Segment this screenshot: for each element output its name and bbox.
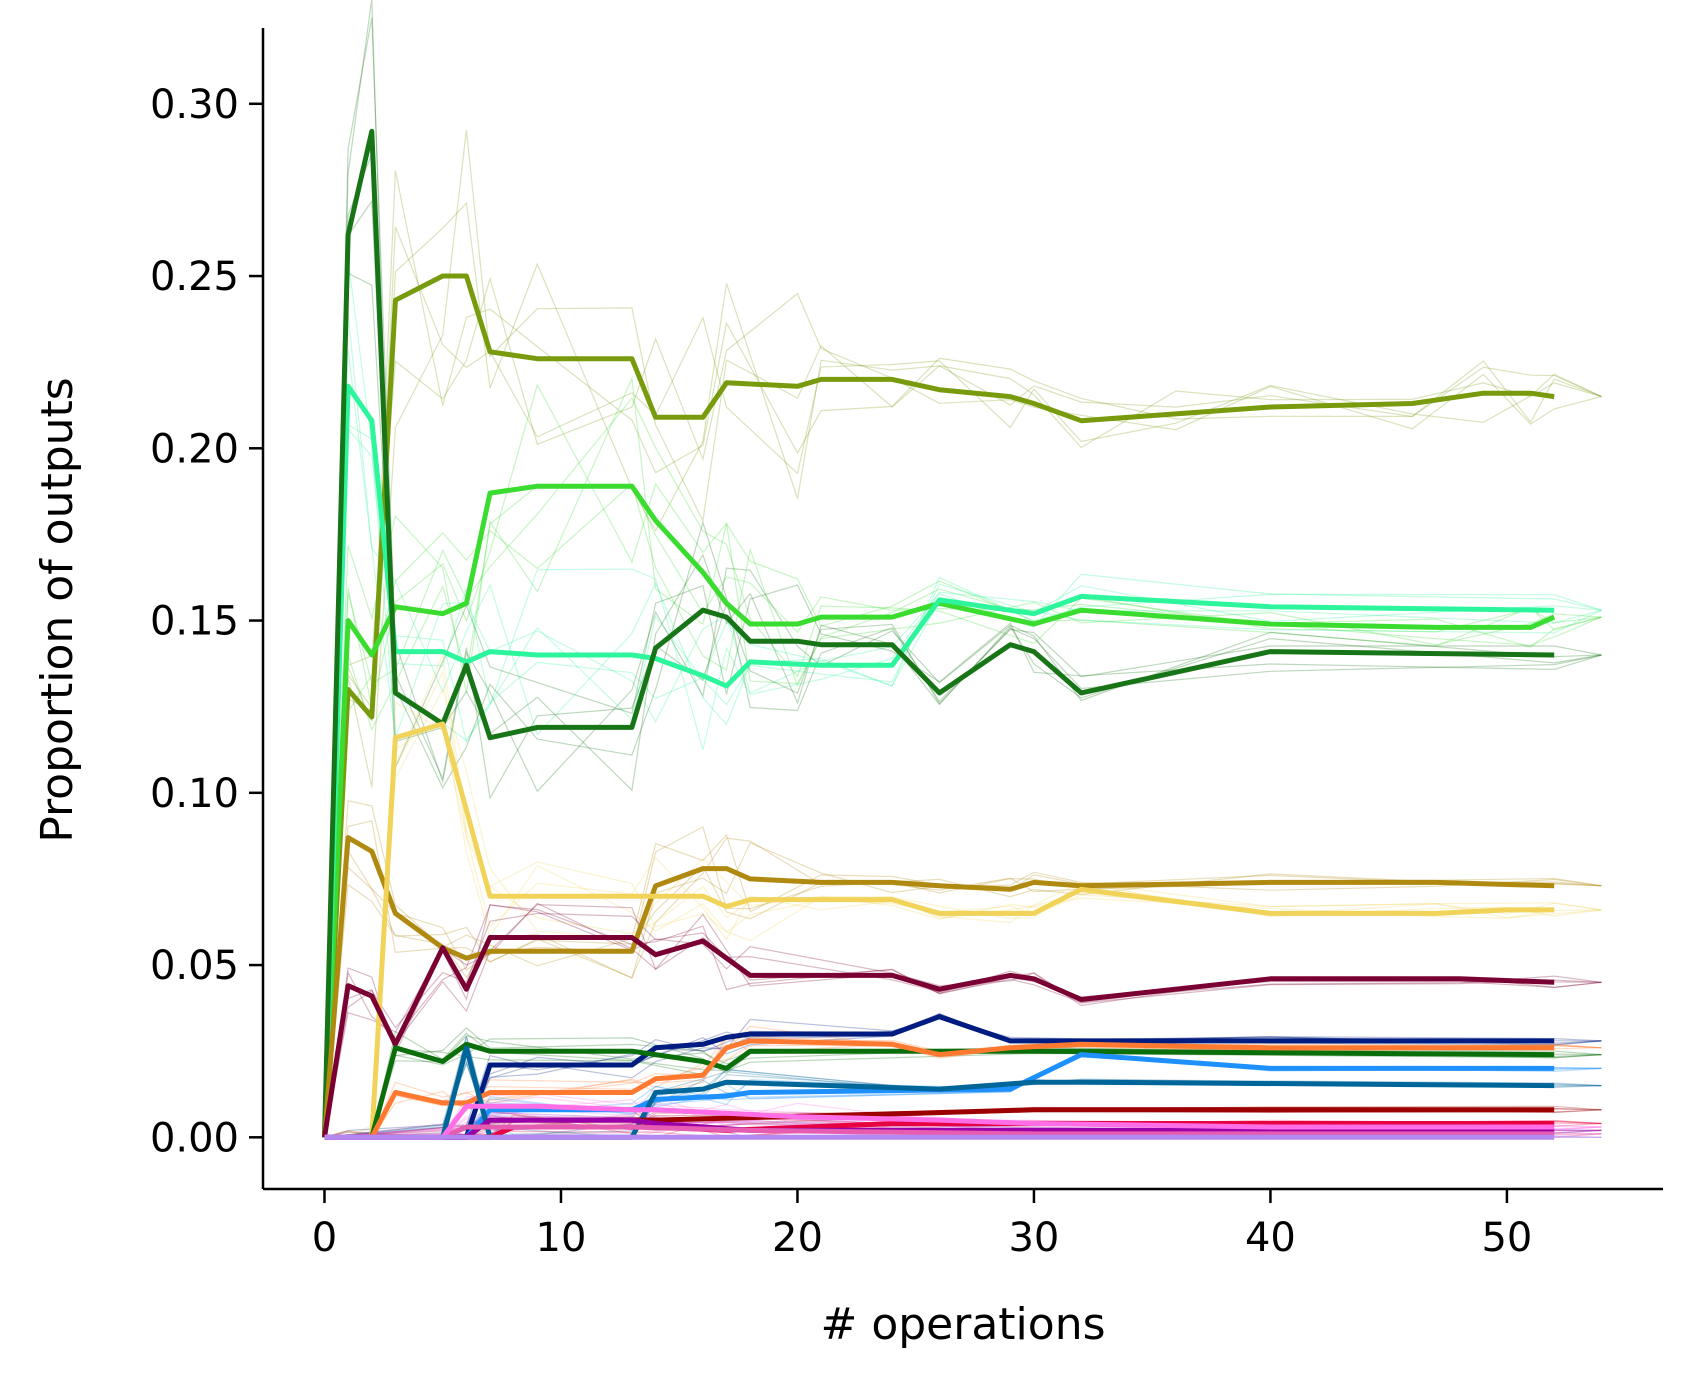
y-tick-label: 0.00 [150, 1115, 239, 1161]
series-line-1 [322, 273, 1555, 1138]
faint-trial-lines [323, 0, 1602, 1139]
y-axis-ticks: 0.00 0.05 0.10 0.15 0.20 0.25 0.30 [150, 82, 263, 1161]
trial-line [323, 276, 1602, 1138]
x-tick-label: 0 [312, 1215, 337, 1261]
trial-line [323, 170, 1602, 1138]
y-tick-label: 0.30 [150, 82, 239, 128]
y-axis-title: Proportion of outputs [32, 377, 83, 842]
x-tick-label: 40 [1245, 1215, 1296, 1261]
series-line-5 [322, 835, 1555, 1138]
x-axis-title: # operations [820, 1299, 1105, 1350]
trial-line [323, 376, 1602, 1138]
series-line-12 [324, 1045, 1555, 1140]
y-tick-label: 0.05 [150, 943, 239, 989]
trial-line [323, 0, 1602, 1138]
trial-line [323, 201, 1602, 1138]
trial-line [323, 129, 1602, 1138]
trial-line [323, 482, 1602, 1138]
trial-line [324, 670, 1602, 1138]
trial-line [323, 799, 1602, 1138]
trial-line [323, 427, 1602, 1138]
series-line-15 [324, 1117, 1555, 1140]
trial-line [323, 423, 1602, 1138]
trial-line [324, 701, 1602, 1138]
trial-line [323, 226, 1602, 1138]
series-lines [322, 128, 1556, 1140]
y-tick-label: 0.15 [150, 599, 239, 645]
trial-line [323, 820, 1602, 1138]
series-line-7 [322, 935, 1555, 1138]
x-axis-ticks: 0 10 20 30 40 50 [312, 1189, 1532, 1261]
y-tick-label: 0.25 [150, 254, 239, 300]
x-tick-label: 50 [1481, 1215, 1532, 1261]
x-tick-label: 10 [536, 1215, 587, 1261]
series-line-11 [324, 1052, 1555, 1140]
series-line-3 [322, 383, 1555, 1138]
series-line-17 [324, 1103, 1555, 1140]
series-line-6 [324, 721, 1555, 1140]
trial-line [324, 717, 1602, 1138]
x-tick-label: 30 [1008, 1215, 1059, 1261]
series-line-4 [322, 128, 1555, 1138]
trial-line [323, 383, 1602, 1138]
trial-line [323, 902, 1602, 1138]
series-line-10 [324, 1038, 1555, 1140]
x-tick-label: 20 [772, 1215, 823, 1261]
y-tick-label: 0.20 [150, 426, 239, 472]
series-line-2 [322, 483, 1556, 1138]
trial-line [323, 199, 1602, 1138]
trial-line [323, 904, 1602, 1138]
y-tick-label: 0.10 [150, 771, 239, 817]
trial-line [323, 17, 1602, 1138]
trial-line [323, 153, 1602, 1138]
trial-line [323, 314, 1602, 1138]
trial-line [323, 349, 1602, 1138]
